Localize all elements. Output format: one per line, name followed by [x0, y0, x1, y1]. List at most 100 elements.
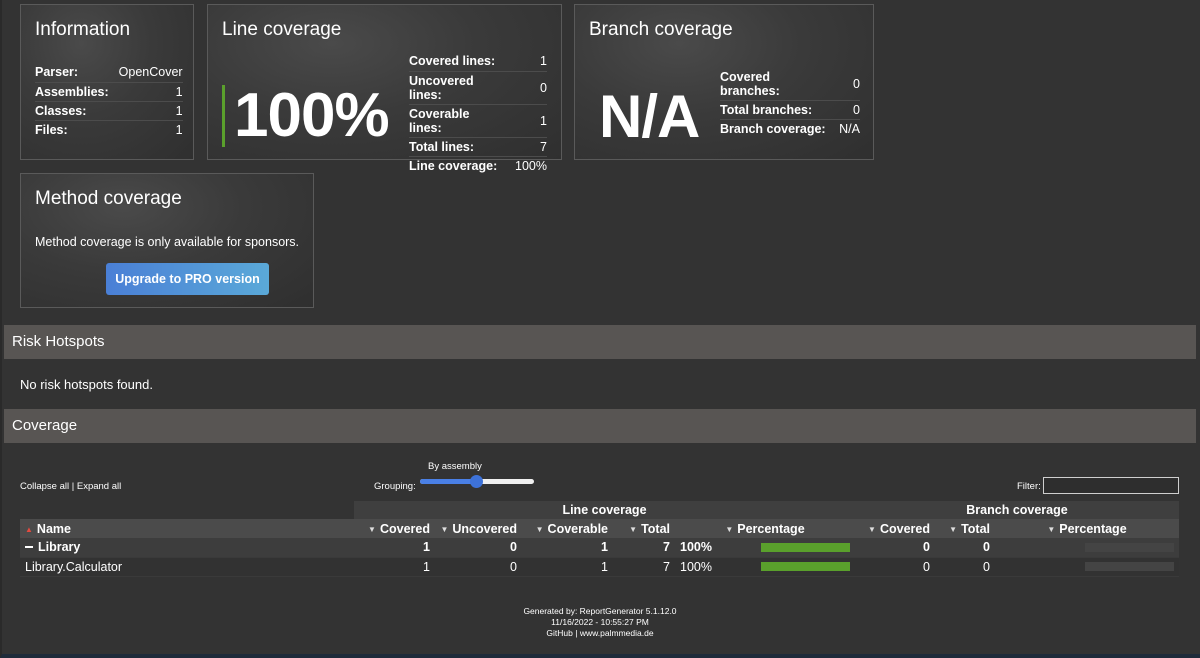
col-covered[interactable]: ▼ Covered: [354, 519, 435, 538]
sort-down-icon: ▼: [368, 524, 376, 534]
slider-fill: [420, 479, 476, 484]
col-covered-label: Covered: [379, 521, 430, 536]
method-coverage-text: Method coverage is only available for sp…: [35, 235, 300, 249]
branch-key: Covered branches:: [720, 68, 840, 101]
table-row[interactable]: Library 1 0 1 7 100% 0 0: [20, 538, 1179, 558]
col-branch-covered[interactable]: ▼ Covered: [855, 519, 935, 538]
line-key: Covered lines:: [409, 52, 516, 72]
branch-coverage-bar: [1085, 542, 1174, 552]
info-value: 1: [175, 122, 183, 137]
method-coverage-card: Method coverage Method coverage is only …: [20, 173, 314, 308]
col-percentage[interactable]: ▼ Percentage: [675, 519, 855, 538]
line-value: 100%: [515, 158, 547, 173]
col-total[interactable]: ▼ Total: [613, 519, 675, 538]
line-value: 1: [515, 104, 547, 138]
grouping-slider[interactable]: [420, 475, 534, 488]
info-key: Parser:: [35, 63, 119, 83]
percentage-cell: 100%: [675, 538, 855, 558]
coverage-bar: [761, 542, 850, 552]
information-card: Information Parser: OpenCover Assemblies:…: [20, 4, 194, 160]
assembly-name-cell[interactable]: Library: [20, 538, 354, 558]
info-key: Assemblies:: [35, 82, 119, 102]
method-coverage-title: Method coverage: [35, 188, 182, 209]
filter-input[interactable]: [1043, 477, 1179, 494]
branch-coverage-group-header: Branch coverage: [855, 501, 1179, 519]
col-name-label: Name: [36, 521, 71, 536]
info-value: OpenCover: [118, 63, 183, 83]
filter-label: Filter:: [1017, 481, 1041, 492]
slider-thumb[interactable]: [470, 475, 483, 488]
branch-percentage-cell: [995, 538, 1179, 558]
sort-down-icon: ▼: [629, 524, 638, 534]
branch-coverage-card: Branch coverage N/A Covered branches: 0 T…: [574, 4, 874, 160]
branch-coverage-bar: [1085, 562, 1174, 571]
collapse-all-link[interactable]: Collapse all: [20, 481, 70, 492]
grouping-value: By assembly: [428, 461, 482, 472]
col-percentage-label: Percentage: [737, 521, 805, 536]
branch-value: N/A: [839, 122, 860, 137]
col-coverable[interactable]: ▼ Coverable: [522, 519, 613, 538]
github-link[interactable]: GitHub: [546, 628, 573, 638]
palmmedia-link[interactable]: www.palmmedia.de: [579, 628, 654, 638]
coverage-header: Coverage: [4, 409, 1196, 443]
information-table: Parser: OpenCover Assemblies: 1 Classes: 1 …: [35, 63, 183, 139]
coverage-table: Line coverage Branch coverage ▲ Name ▼ Cov…: [20, 501, 1179, 577]
percentage-text: 100%: [680, 540, 712, 555]
upgrade-pro-button[interactable]: Upgrade to PRO version: [106, 263, 269, 295]
line-key: Uncovered lines:: [409, 71, 516, 105]
footer: Generated by: ReportGenerator 5.1.12.0 1…: [0, 606, 1200, 639]
class-name-cell[interactable]: Library.Calculator: [20, 557, 354, 577]
risk-hotspots-header: Risk Hotspots: [4, 325, 1196, 359]
expand-all-link[interactable]: Expand all: [76, 481, 122, 492]
class-name-link[interactable]: Library.Calculator: [25, 559, 123, 574]
line-value: 1: [515, 52, 547, 72]
branch-total-cell: 0: [935, 557, 995, 577]
footer-separator: |: [575, 628, 578, 638]
no-risk-hotspots-text: No risk hotspots found.: [20, 377, 153, 392]
line-key: Total lines:: [409, 137, 516, 157]
info-value: 1: [118, 82, 183, 102]
col-total-label: Total: [641, 521, 670, 536]
sort-down-icon: ▼: [1047, 524, 1056, 534]
line-coverage-group-header: Line coverage: [354, 501, 855, 519]
footer-date: 11/16/2022 - 10:55:27 PM: [551, 617, 649, 627]
covered-cell: 1: [354, 557, 435, 577]
branch-coverage-value: N/A: [599, 83, 700, 150]
info-key: Files:: [35, 122, 68, 137]
coverable-cell: 1: [522, 538, 613, 558]
table-row[interactable]: Library.Calculator 1 0 1 7 100% 0 0: [20, 557, 1179, 577]
info-key: Classes:: [35, 101, 119, 121]
link-separator: |: [71, 481, 75, 492]
line-key: Line coverage:: [409, 158, 498, 173]
col-branch-total-label: Total: [961, 521, 990, 536]
col-branch-percentage-label: Percentage: [1059, 521, 1127, 536]
col-name[interactable]: ▲ Name: [20, 519, 354, 538]
branch-value: 0: [839, 100, 860, 120]
sort-down-icon: ▼: [440, 524, 449, 534]
sort-down-icon: ▼: [949, 524, 958, 534]
branch-covered-cell: 0: [855, 538, 935, 558]
line-coverage-percent: 100%: [234, 81, 390, 150]
column-header-row: ▲ Name ▼ Covered ▼ Uncovered ▼ Coverable ▼ To…: [20, 519, 1179, 538]
coverage-bar: [761, 562, 850, 571]
line-key: Coverable lines:: [409, 104, 516, 138]
total-cell: 7: [613, 557, 675, 577]
collapse-icon[interactable]: [25, 546, 33, 549]
uncovered-cell: 0: [435, 557, 522, 577]
col-branch-total[interactable]: ▼ Total: [935, 519, 995, 538]
branch-key: Total branches:: [720, 100, 840, 120]
information-title: Information: [35, 19, 131, 40]
sort-down-icon: ▼: [725, 524, 734, 534]
col-uncovered-label: Uncovered: [452, 521, 517, 536]
col-uncovered[interactable]: ▼ Uncovered: [435, 519, 522, 538]
line-coverage-card: Line coverage 100% Covered lines: 1 Uncov…: [207, 4, 562, 173]
coverable-cell: 1: [522, 557, 613, 577]
sort-down-icon: ▼: [868, 524, 876, 534]
collapse-expand-links: Collapse all | Expand all: [20, 481, 121, 492]
branch-key: Branch coverage:: [720, 122, 826, 137]
branch-coverage-title: Branch coverage: [589, 19, 733, 40]
col-branch-percentage[interactable]: ▼ Percentage: [995, 519, 1179, 538]
line-coverage-title: Line coverage: [222, 19, 342, 40]
uncovered-cell: 0: [435, 538, 522, 558]
